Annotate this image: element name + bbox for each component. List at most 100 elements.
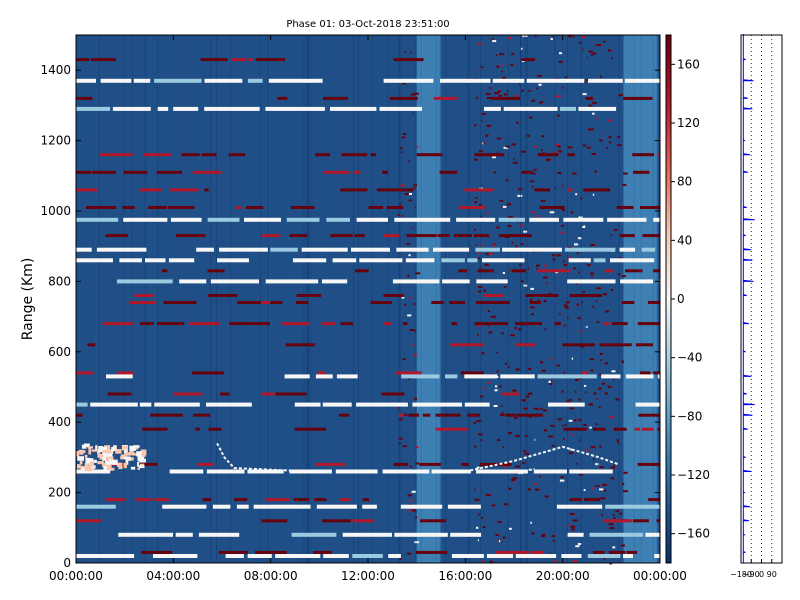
salmon-patch-cell [87,446,93,449]
noise-speck [502,272,505,274]
streak [353,35,355,563]
white-row-segment [162,504,207,509]
noise-speck [598,387,602,390]
salmon-patch-cell [129,457,134,461]
streak [519,35,521,563]
salmon-patch-cell [124,452,131,456]
noise-speck [577,317,581,320]
red-row-segment [76,519,102,523]
colorbar-tick-label: 120 [677,116,700,130]
noise-speck [539,102,541,105]
noise-speck [473,421,477,424]
noise-speck [608,119,611,122]
white-row-segment [76,469,111,474]
noise-speck [478,257,481,260]
streak [480,35,482,563]
streak [445,35,447,563]
noise-speck [492,40,497,43]
noise-speck [562,424,564,427]
white-row-segment [76,247,92,252]
red-row-segment [265,498,290,502]
red-row-segment [122,206,135,209]
white-row-segment [206,469,245,474]
noise-speck [549,211,555,214]
streak [527,35,529,563]
red-row-segment [583,188,611,192]
red-row-segment [322,519,351,523]
white-row-segment [561,554,582,558]
streak [270,35,271,563]
noise-speck [540,101,544,104]
red-row-segment [296,301,309,304]
noise-speck [478,290,482,293]
noise-speck [516,121,519,124]
noise-speck [528,468,532,471]
noise-speck [398,418,403,421]
streak [371,35,373,563]
noise-speck [585,78,588,81]
noise-speck [534,145,537,148]
noise-speck [611,57,613,60]
salmon-patch-cell [108,453,113,457]
red-row-segment [142,427,168,431]
white-row-segment [589,532,644,537]
white-row-segment [388,554,401,558]
salmon-patch-cell [98,446,103,452]
streak [376,35,378,563]
salmon-patch-cell [88,461,94,467]
noise-speck [599,445,602,448]
streak [507,35,509,563]
noise-speck [578,216,583,219]
noise-speck [504,503,509,506]
red-row-segment [383,234,400,238]
noise-speck [481,559,484,562]
noise-speck [546,158,551,161]
noise-speck [608,523,614,526]
red-row-segment [420,519,447,523]
streak [196,35,198,563]
white-row-segment [641,247,656,252]
noise-speck [590,369,594,372]
white-row-segment [498,217,525,222]
white-row-segment [556,504,603,509]
white-row-segment [645,532,660,537]
white-row-segment [76,78,96,83]
heatmap-features [76,442,619,473]
noise-speck [501,412,504,415]
streak [567,35,568,563]
noise-speck [475,96,479,99]
streak [249,35,251,563]
profile-x-tick-label: 0 [759,570,764,579]
colorbar-tick-label: −160 [677,527,710,541]
noise-speck [521,89,524,92]
noise-speck [612,513,615,516]
noise-speck [566,400,568,403]
white-row-segment [76,402,88,407]
noise-speck [590,53,594,56]
noise-speck [502,63,504,66]
salmon-patch-cell [84,466,92,472]
red-row-segment [516,413,543,417]
noise-speck [559,313,561,316]
red-row-segment [340,322,353,326]
noise-speck [551,254,555,257]
noise-speck [478,286,483,288]
streak [308,35,309,563]
noise-speck [528,415,532,418]
noise-speck [576,462,578,465]
red-row-segment [585,96,593,100]
noise-speck [571,357,574,360]
x-tick-label: 00:00:00 [633,569,687,583]
red-row-segment [362,498,370,502]
noise-speck [508,432,513,435]
salmon-patch-cell [120,455,126,460]
noise-speck [575,282,579,285]
red-row-segment [235,206,242,209]
white-row-segment [635,402,660,407]
noise-speck [594,170,597,173]
y-tick-label: 200 [48,486,71,500]
noise-speck [502,446,504,449]
noise-speck [623,471,628,474]
noise-speck [411,509,417,512]
red-row-segment [76,413,83,417]
